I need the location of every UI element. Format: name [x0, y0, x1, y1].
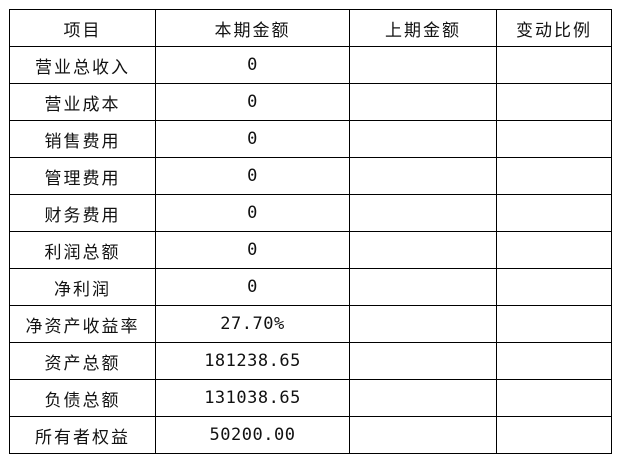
- header-previous: 上期金额: [349, 9, 497, 47]
- row-change: [496, 342, 612, 380]
- row-item: 所有者权益: [9, 416, 156, 454]
- row-current: 0: [155, 46, 350, 84]
- row-previous: [349, 46, 497, 84]
- row-previous: [349, 342, 497, 380]
- row-change: [496, 46, 612, 84]
- row-current: 50200.00: [155, 416, 350, 454]
- row-previous: [349, 157, 497, 195]
- table-row: 销售费用 0: [9, 120, 612, 158]
- header-current: 本期金额: [155, 9, 350, 47]
- row-item: 销售费用: [9, 120, 156, 158]
- row-current: 131038.65: [155, 379, 350, 417]
- table-row: 净利润 0: [9, 268, 612, 306]
- table-row: 所有者权益 50200.00: [9, 416, 612, 454]
- row-previous: [349, 120, 497, 158]
- table-row: 营业成本 0: [9, 83, 612, 121]
- row-previous: [349, 305, 497, 343]
- table-row: 资产总额 181238.65: [9, 342, 612, 380]
- row-previous: [349, 379, 497, 417]
- row-current: 181238.65: [155, 342, 350, 380]
- row-item: 净利润: [9, 268, 156, 306]
- header-item: 项目: [9, 9, 156, 47]
- row-previous: [349, 416, 497, 454]
- table-row: 管理费用 0: [9, 157, 612, 195]
- row-item: 净资产收益率: [9, 305, 156, 343]
- row-change: [496, 268, 612, 306]
- row-item: 财务费用: [9, 194, 156, 232]
- row-current: 0: [155, 194, 350, 232]
- row-change: [496, 194, 612, 232]
- header-row: 项目 本期金额 上期金额 变动比例: [9, 9, 612, 47]
- row-item: 资产总额: [9, 342, 156, 380]
- row-current: 0: [155, 120, 350, 158]
- row-change: [496, 416, 612, 454]
- row-change: [496, 305, 612, 343]
- row-current: 27.70%: [155, 305, 350, 343]
- header-change: 变动比例: [496, 9, 612, 47]
- row-item: 负债总额: [9, 379, 156, 417]
- row-item: 管理费用: [9, 157, 156, 195]
- row-current: 0: [155, 231, 350, 269]
- table-row: 财务费用 0: [9, 194, 612, 232]
- row-previous: [349, 194, 497, 232]
- row-item: 营业总收入: [9, 46, 156, 84]
- table-row: 营业总收入 0: [9, 46, 612, 84]
- row-change: [496, 231, 612, 269]
- row-change: [496, 157, 612, 195]
- row-previous: [349, 231, 497, 269]
- row-change: [496, 120, 612, 158]
- row-current: 0: [155, 83, 350, 121]
- row-item: 营业成本: [9, 83, 156, 121]
- row-previous: [349, 83, 497, 121]
- row-change: [496, 83, 612, 121]
- table-row: 净资产收益率 27.70%: [9, 305, 612, 343]
- table-row: 负债总额 131038.65: [9, 379, 612, 417]
- row-current: 0: [155, 157, 350, 195]
- row-previous: [349, 268, 497, 306]
- table-row: 利润总额 0: [9, 231, 612, 269]
- row-item: 利润总额: [9, 231, 156, 269]
- row-change: [496, 379, 612, 417]
- financial-table: 项目 本期金额 上期金额 变动比例 营业总收入 0 营业成本 0 销售费用 0 管理费用 0 财…: [9, 9, 612, 454]
- row-current: 0: [155, 268, 350, 306]
